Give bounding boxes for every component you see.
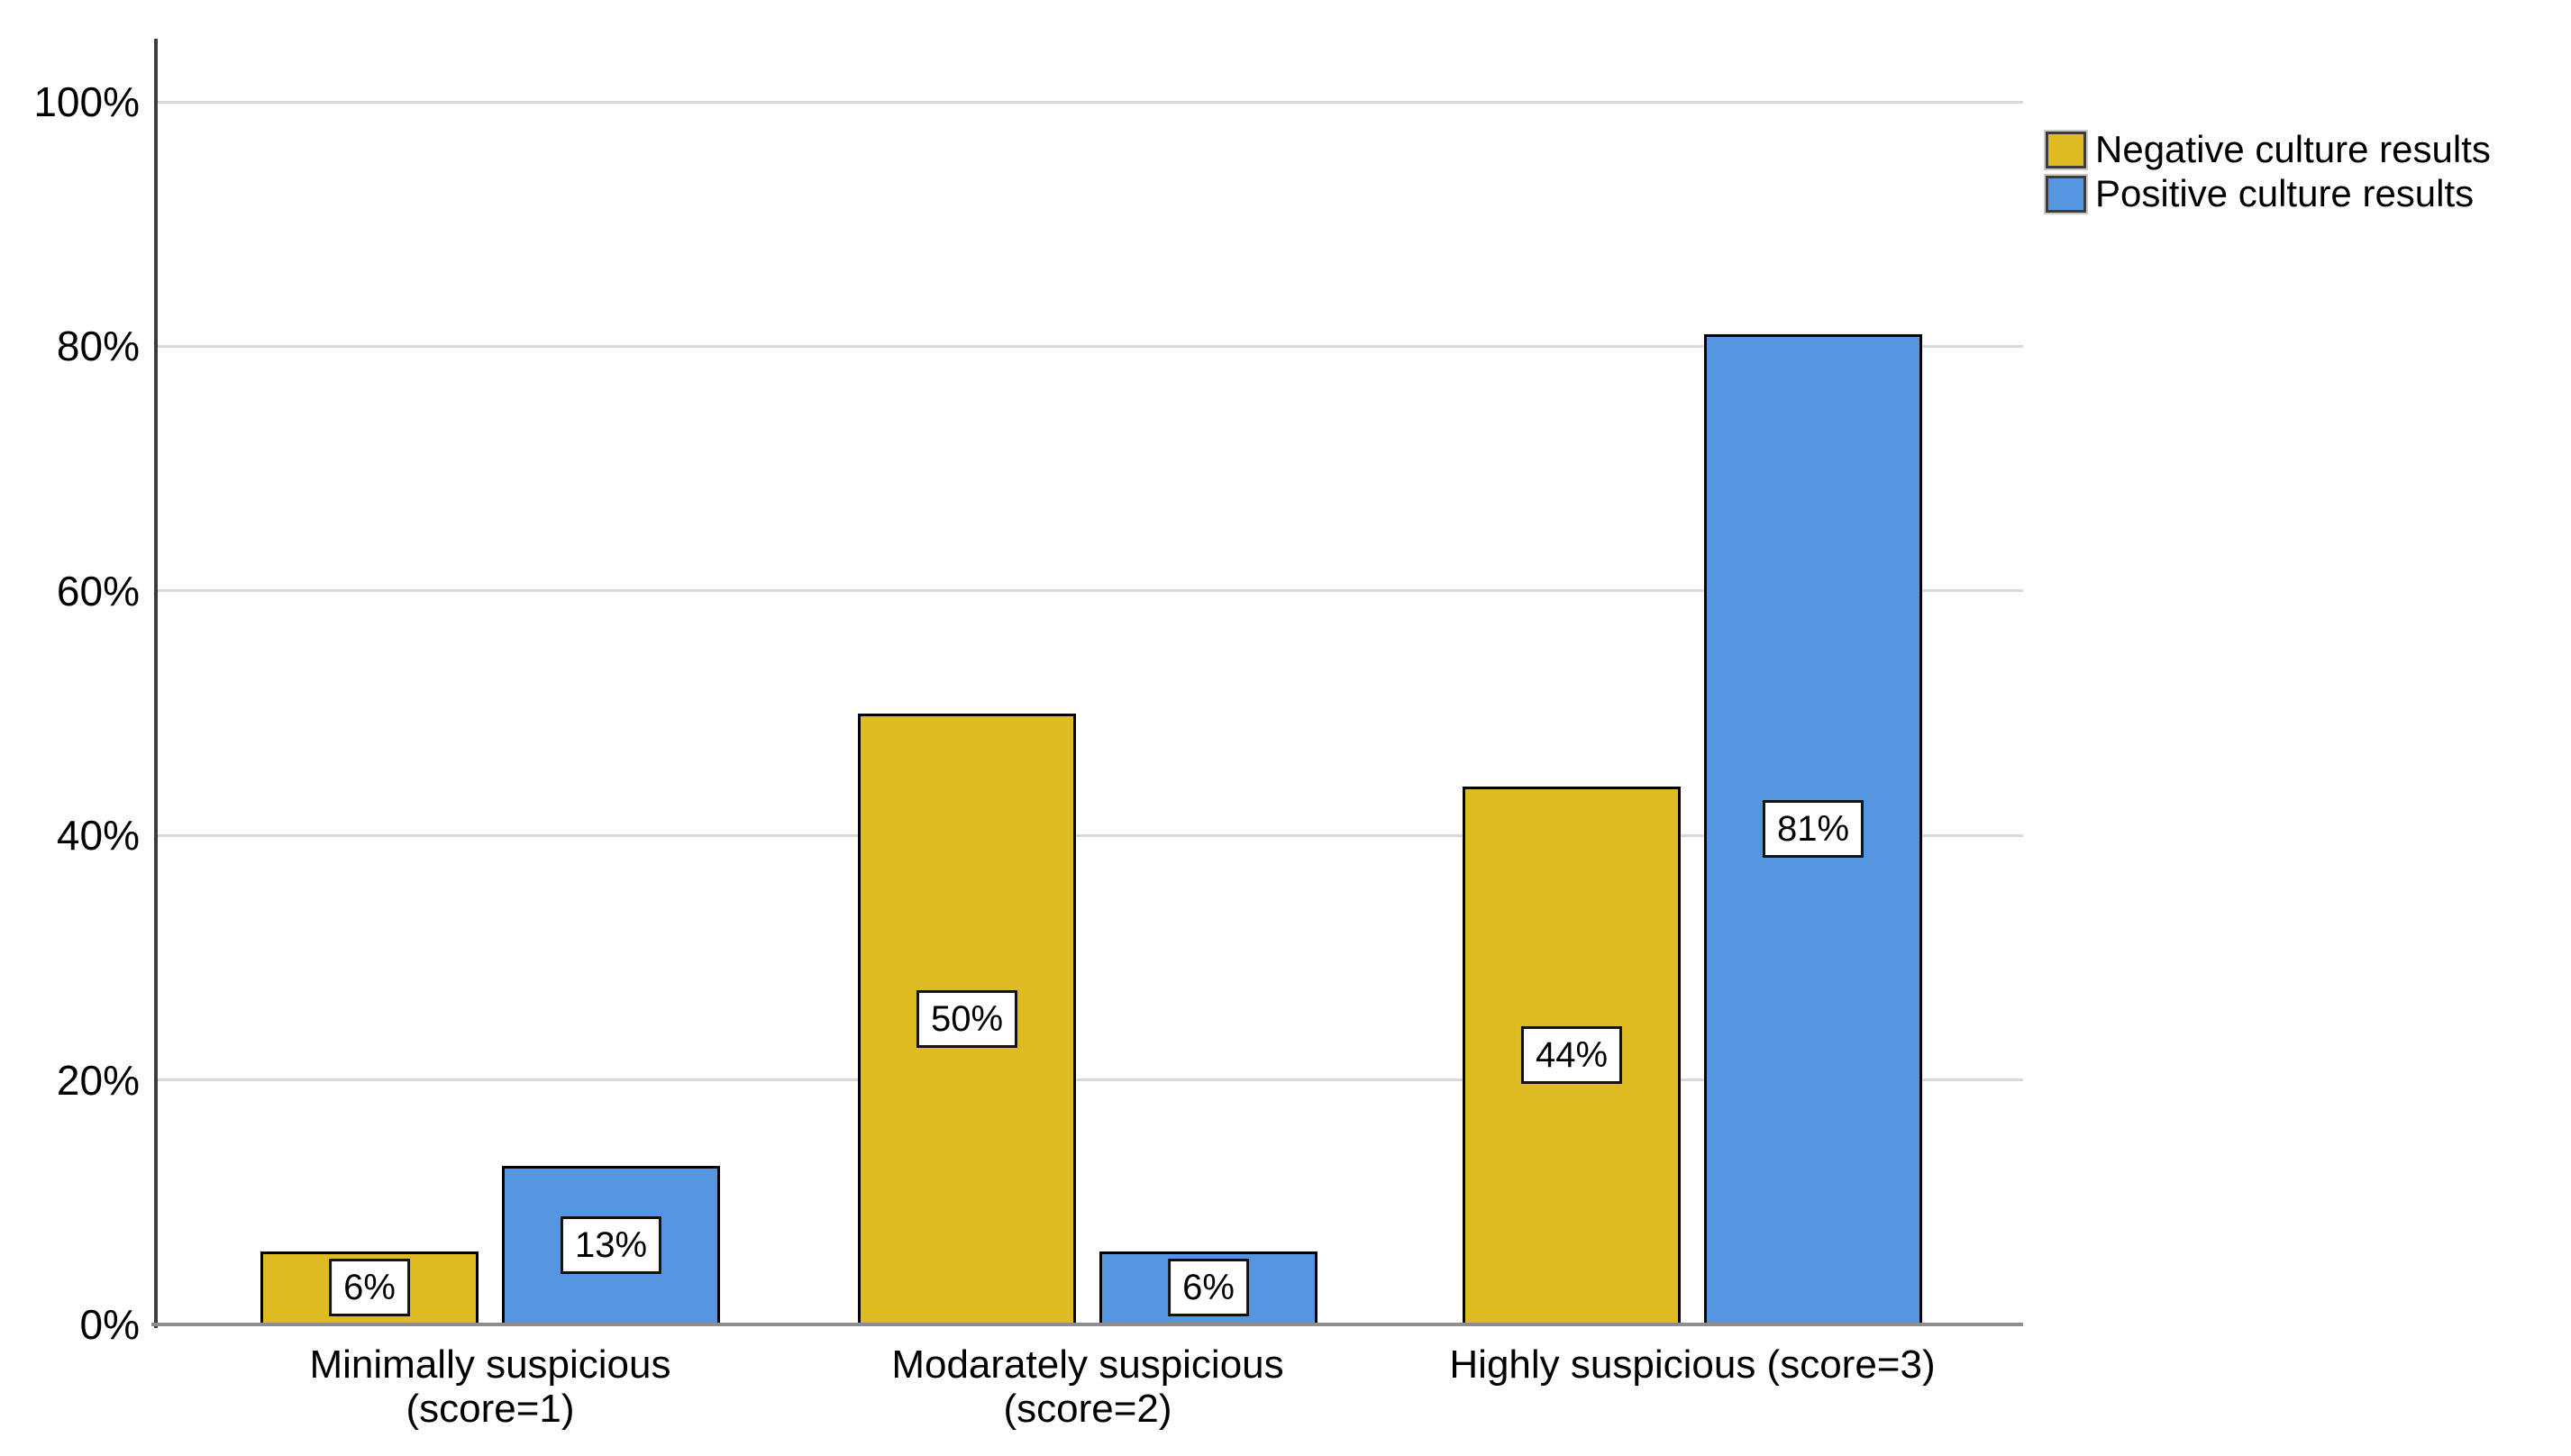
gridline-20 bbox=[158, 1078, 2023, 1082]
bar-value-label-positive-cat3: 81% bbox=[1762, 800, 1864, 859]
legend-item-negative: Negative culture results bbox=[2046, 128, 2491, 171]
legend-swatch-positive bbox=[2046, 175, 2086, 213]
x-category-label-1: Minimally suspicious (score=1) bbox=[309, 1342, 671, 1431]
legend-label-positive: Positive culture results bbox=[2095, 172, 2475, 214]
y-tick-label-80: 80% bbox=[56, 323, 140, 370]
gridline-80 bbox=[158, 344, 2023, 348]
y-tick-label-100: 100% bbox=[33, 78, 140, 125]
bar-value-label-negative-cat1: 6% bbox=[329, 1259, 410, 1317]
bar-value-label-positive-cat1: 13% bbox=[560, 1215, 662, 1274]
legend-swatch-negative bbox=[2046, 131, 2086, 168]
x-category-label-3: Highly suspicious (score=3) bbox=[1449, 1342, 1936, 1387]
y-tick-label-60: 60% bbox=[56, 567, 140, 614]
legend-label-negative: Negative culture results bbox=[2095, 128, 2491, 170]
y-tick-label-0: 0% bbox=[79, 1301, 140, 1348]
x-category-label-2: Modarately suspicious (score=2) bbox=[891, 1342, 1284, 1431]
legend: Negative culture results Positive cultur… bbox=[2046, 128, 2491, 216]
x-axis-baseline bbox=[151, 1323, 2023, 1326]
bar-value-label-positive-cat2: 6% bbox=[1168, 1259, 1249, 1317]
y-axis-line bbox=[154, 39, 158, 1328]
gridline-60 bbox=[158, 589, 2023, 593]
legend-item-positive: Positive culture results bbox=[2046, 172, 2491, 215]
gridline-100 bbox=[158, 100, 2023, 104]
bar-value-label-negative-cat2: 50% bbox=[916, 989, 1018, 1048]
y-tick-label-40: 40% bbox=[56, 812, 140, 860]
bar-value-label-negative-cat3: 44% bbox=[1520, 1026, 1623, 1085]
y-tick-label-20: 20% bbox=[56, 1056, 140, 1104]
gridline-40 bbox=[158, 833, 2023, 837]
